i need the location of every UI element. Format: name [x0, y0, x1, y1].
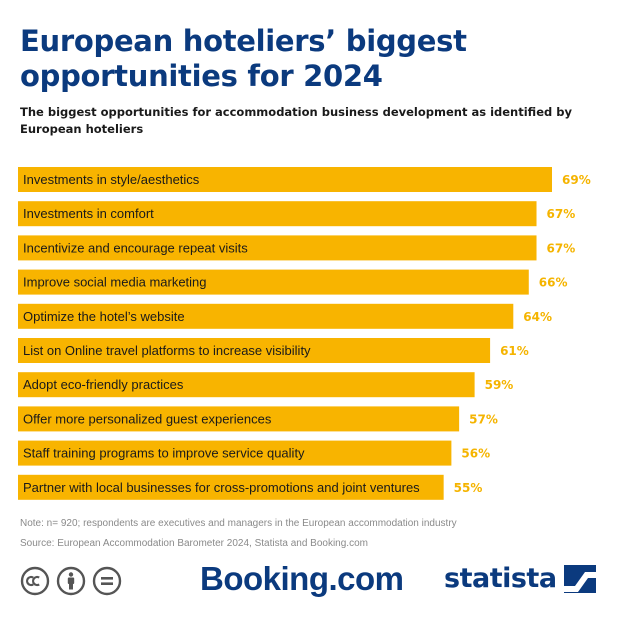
attribution-icon [56, 566, 86, 596]
chart-source: Source: European Accommodation Barometer… [20, 538, 368, 549]
bar-value-label: 64% [523, 310, 552, 324]
bar-8 [18, 406, 460, 432]
statista-logo-icon [563, 564, 596, 593]
bar-9 [18, 440, 452, 466]
bar-5 [18, 303, 514, 329]
bar-value-label: 69% [562, 173, 591, 187]
bar-1 [18, 167, 552, 192]
chart-subtitle: The biggest opportunities for accommodat… [20, 105, 572, 136]
bar-category-label: Adopt eco-friendly practices [23, 377, 184, 392]
bar-value-label: 67% [547, 207, 576, 221]
no-derivatives-icon [92, 566, 122, 596]
bar-2 [18, 201, 537, 227]
bar-category-label: Investments in style/aesthetics [23, 172, 200, 187]
bar-chart: Investments in style/aesthetics 69% Invest… [18, 167, 591, 500]
bar-category-label: Optimize the hotel’s website [23, 309, 185, 324]
bar-category-label: List on Online travel platforms to incre… [23, 343, 311, 358]
bar-category-label: Incentivize and encourage repeat visits [23, 240, 248, 255]
bar-3 [18, 235, 537, 261]
bar-category-label: Investments in comfort [23, 206, 154, 221]
booking-logo: Booking.com [200, 560, 404, 597]
chart-title: European hoteliers’ biggest opportunitie… [20, 24, 467, 93]
bar-7 [18, 372, 475, 398]
bar-4 [18, 269, 529, 295]
bar-value-label: 59% [485, 378, 514, 392]
bar-6 [18, 338, 491, 363]
license-icons [20, 566, 122, 596]
bar-category-label: Partner with local businesses for cross-… [23, 480, 420, 495]
bar-category-label: Offer more personalized guest experience… [23, 411, 272, 426]
bar-category-label: Improve social media marketing [23, 275, 207, 290]
bar-value-label: 67% [547, 241, 576, 255]
chart-note: Note: n= 920; respondents are executives… [20, 518, 457, 529]
statista-wordmark: statista [444, 563, 557, 594]
creative-commons-icon [20, 566, 50, 596]
statista-logo: statista [444, 563, 597, 594]
bar-value-label: 66% [539, 276, 568, 290]
bar-value-label: 61% [500, 344, 529, 358]
bar-value-label: 56% [461, 447, 490, 461]
bar-10 [18, 474, 444, 500]
bar-value-label: 57% [469, 412, 498, 426]
bar-category-label: Staff training programs to improve servi… [23, 446, 305, 461]
bar-value-label: 55% [454, 481, 483, 495]
